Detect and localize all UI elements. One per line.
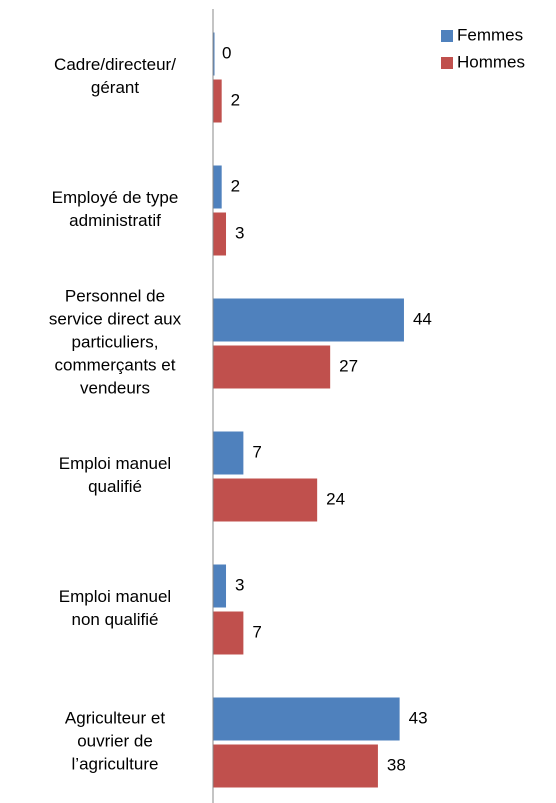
bar (213, 697, 400, 741)
bar (213, 744, 378, 788)
bar (213, 212, 227, 256)
value-label: 38 (387, 755, 406, 774)
legend-label: Hommes (457, 52, 525, 71)
bar (213, 431, 244, 475)
category-label: Personnel de service direct aux particulie… (49, 287, 182, 398)
value-label: 24 (326, 489, 345, 508)
category-label: Agriculteur et ouvrier de l’agriculture (65, 709, 165, 774)
bar (213, 611, 244, 655)
value-label: 2 (231, 176, 240, 195)
value-label: 7 (252, 442, 261, 461)
category-label: Emploi manuel non qualifié (59, 587, 171, 629)
value-label: 2 (231, 90, 240, 109)
bar (213, 478, 318, 522)
bar (213, 298, 404, 342)
legend-swatch (441, 30, 453, 42)
legend-label: Femmes (457, 25, 523, 44)
value-label: 27 (339, 356, 358, 375)
bar (213, 32, 215, 76)
bar (213, 345, 331, 389)
value-label: 3 (235, 223, 244, 242)
category-label: Emploi manuel qualifié (59, 454, 171, 496)
legend-swatch (441, 57, 453, 69)
value-label: 43 (409, 708, 428, 727)
value-label: 7 (252, 622, 261, 641)
category-label: Cadre/directeur/gérant (54, 55, 176, 97)
category-label: Employé de type administratif (52, 188, 179, 230)
value-label: 0 (222, 43, 231, 62)
bar (213, 564, 227, 608)
bar (213, 79, 222, 123)
bar (213, 165, 222, 209)
value-label: 3 (235, 575, 244, 594)
value-label: 44 (413, 309, 432, 328)
